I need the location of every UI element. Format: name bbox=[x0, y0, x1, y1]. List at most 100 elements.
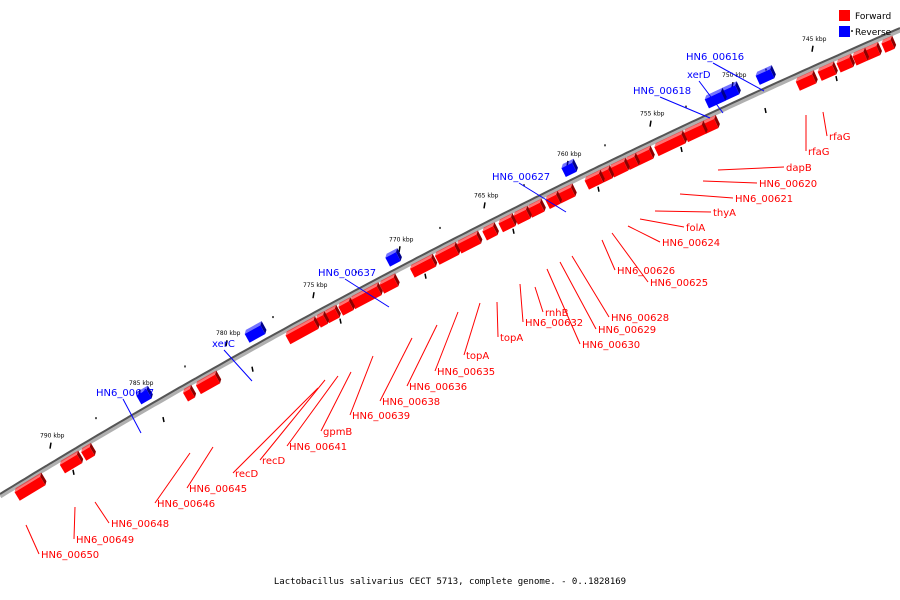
gene-top-face bbox=[863, 41, 878, 52]
forward-leader-line bbox=[406, 324, 438, 387]
gene-side-face bbox=[431, 253, 438, 267]
gene-top-face bbox=[625, 152, 636, 161]
gene-front-face bbox=[59, 454, 83, 474]
gene-front-face bbox=[385, 252, 401, 267]
reverse-leader-line bbox=[659, 96, 711, 119]
gene-front-face bbox=[755, 69, 775, 85]
forward-gene bbox=[545, 190, 562, 209]
scale-dot bbox=[184, 365, 186, 368]
forward-gene bbox=[852, 47, 870, 66]
gene-features bbox=[14, 35, 897, 501]
gene-side-face bbox=[348, 297, 355, 310]
gene-top-face bbox=[244, 321, 262, 334]
forward-gene-label: HN6_00645 bbox=[189, 484, 247, 495]
gene-front-face bbox=[561, 162, 577, 178]
reverse-gene-label: xerD bbox=[687, 70, 711, 81]
forward-gene-label: gpmB bbox=[323, 427, 352, 438]
gene-front-face bbox=[852, 51, 868, 66]
gene-side-face bbox=[215, 370, 222, 384]
reverse-gene-label: HN6_00627 bbox=[492, 172, 550, 183]
forward-leader-line bbox=[702, 180, 758, 184]
gene-front-face bbox=[316, 314, 328, 328]
gene-side-face bbox=[849, 53, 855, 67]
forward-gene-label: HN6_00620 bbox=[759, 179, 817, 190]
gene-side-face bbox=[570, 183, 577, 197]
reverse-gene-label: HN6_00647 bbox=[96, 388, 154, 399]
scale-tick bbox=[225, 340, 228, 347]
gene-side-face bbox=[649, 145, 655, 159]
gene-front-face bbox=[410, 257, 436, 278]
reverse-gene-label: HN6_00637 bbox=[318, 268, 376, 279]
gene-front-face bbox=[609, 161, 629, 178]
reverse-gene bbox=[704, 87, 727, 109]
reverse-leader-line bbox=[518, 182, 567, 213]
forward-gene bbox=[316, 310, 330, 328]
gene-side-face bbox=[260, 321, 267, 335]
gene-top-face bbox=[59, 450, 79, 465]
forward-leader-line bbox=[154, 452, 191, 504]
gene-front-face bbox=[456, 234, 482, 254]
reverse-gene bbox=[244, 321, 267, 343]
gene-front-face bbox=[338, 301, 354, 316]
gene-top-face bbox=[561, 158, 574, 169]
forward-gene bbox=[795, 70, 818, 91]
reverse-gene bbox=[136, 385, 153, 405]
scale-tick-label: 785 kbp bbox=[129, 380, 154, 387]
gene-top-face bbox=[324, 304, 337, 315]
reverse-leader-line bbox=[122, 398, 142, 434]
gene-front-face bbox=[683, 124, 707, 143]
forward-gene-label: HN6_00624 bbox=[662, 238, 720, 249]
forward-gene bbox=[584, 169, 605, 190]
gene-side-face bbox=[89, 442, 96, 456]
gene-front-face bbox=[527, 202, 545, 218]
forward-leader-line bbox=[627, 225, 661, 243]
gene-front-face bbox=[704, 91, 726, 109]
forward-leader-line bbox=[519, 283, 524, 323]
gene-top-face bbox=[482, 222, 495, 232]
scale-tick-label: 755 kbp bbox=[640, 111, 665, 118]
gene-side-face bbox=[890, 35, 897, 49]
forward-gene bbox=[456, 230, 483, 254]
gene-top-face bbox=[456, 230, 478, 245]
gene-top-face bbox=[634, 145, 651, 157]
scale-tick-label: 775 kbp bbox=[303, 282, 328, 289]
forward-leader-line bbox=[232, 387, 319, 474]
gene-front-face bbox=[513, 209, 531, 225]
gene-side-face bbox=[511, 213, 517, 227]
gene-top-face bbox=[817, 61, 834, 72]
reverse-gene-label: xerC bbox=[212, 339, 235, 350]
forward-leader-line bbox=[559, 261, 597, 330]
gene-top-face bbox=[527, 198, 542, 209]
forward-gene bbox=[285, 316, 320, 345]
forward-leader-line bbox=[496, 301, 499, 338]
gene-front-face bbox=[817, 65, 837, 81]
scale-dot bbox=[851, 29, 853, 32]
gene-side-face bbox=[476, 230, 483, 244]
forward-leader-line bbox=[534, 286, 544, 313]
forward-gene bbox=[379, 273, 400, 294]
forward-leader-line bbox=[654, 210, 712, 213]
gene-side-face bbox=[493, 222, 499, 236]
forward-gene bbox=[14, 472, 47, 501]
gene-front-face bbox=[285, 320, 319, 345]
gene-top-face bbox=[654, 130, 683, 148]
forward-gene bbox=[836, 53, 855, 73]
gene-front-face bbox=[244, 325, 266, 343]
gene-side-face bbox=[681, 130, 688, 144]
reverse-leader-line bbox=[344, 278, 390, 308]
gene-front-face bbox=[498, 217, 516, 233]
gene-top-face bbox=[513, 205, 528, 216]
scale-dot bbox=[604, 144, 606, 147]
forward-leader-line bbox=[320, 371, 352, 432]
gene-top-face bbox=[81, 442, 91, 453]
scale-tick-lower bbox=[764, 107, 767, 114]
genome-caption: Lactobacillus salivarius CECT 5713, comp… bbox=[273, 577, 627, 587]
scale-tick-lower bbox=[162, 416, 165, 423]
forward-gene-label: HN6_00648 bbox=[111, 519, 169, 530]
forward-leader-line bbox=[73, 506, 76, 540]
forward-leader-line bbox=[611, 232, 649, 283]
forward-gene-label: rfaG bbox=[829, 132, 851, 143]
forward-gene-label: folA bbox=[686, 223, 705, 234]
scale-dot bbox=[272, 316, 274, 319]
